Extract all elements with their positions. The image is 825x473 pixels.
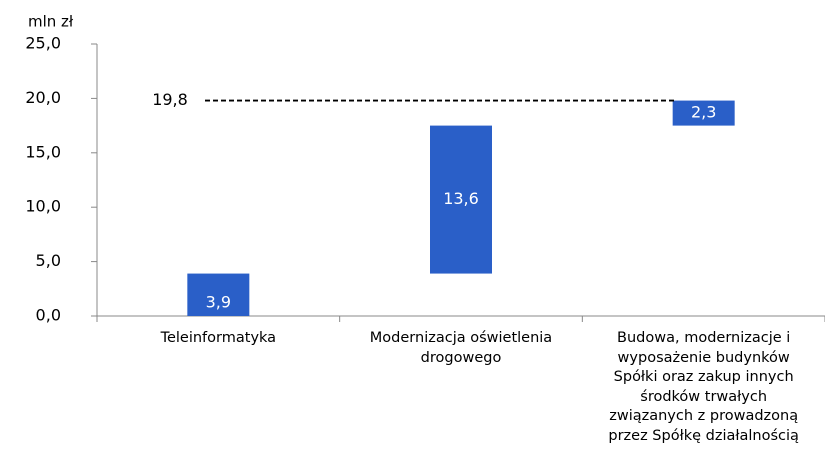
value-label: 13,6 bbox=[443, 189, 479, 208]
unit-label: mln zł bbox=[28, 13, 74, 31]
bar bbox=[430, 125, 492, 274]
bar bbox=[187, 273, 250, 316]
x-tick-label: Modernizacja oświetlenia drogowego bbox=[369, 330, 553, 366]
y-tick-label: 5,0 bbox=[36, 251, 61, 270]
value-label: 3,9 bbox=[206, 292, 231, 311]
y-tick-label: 20,0 bbox=[25, 88, 61, 107]
x-tick-label: Budowa, modernizacje i wyposażenie budyn… bbox=[608, 330, 799, 444]
y-tick-label: 10,0 bbox=[25, 197, 61, 216]
y-tick-label: 0,0 bbox=[36, 306, 61, 325]
y-tick-label: 15,0 bbox=[25, 142, 61, 161]
value-label: 2,3 bbox=[691, 103, 716, 122]
x-tick-label: Teleinformatyka bbox=[160, 330, 277, 346]
total-label: 19,8 bbox=[152, 90, 188, 109]
y-tick-label: 25,0 bbox=[25, 34, 61, 53]
bar bbox=[672, 100, 735, 126]
